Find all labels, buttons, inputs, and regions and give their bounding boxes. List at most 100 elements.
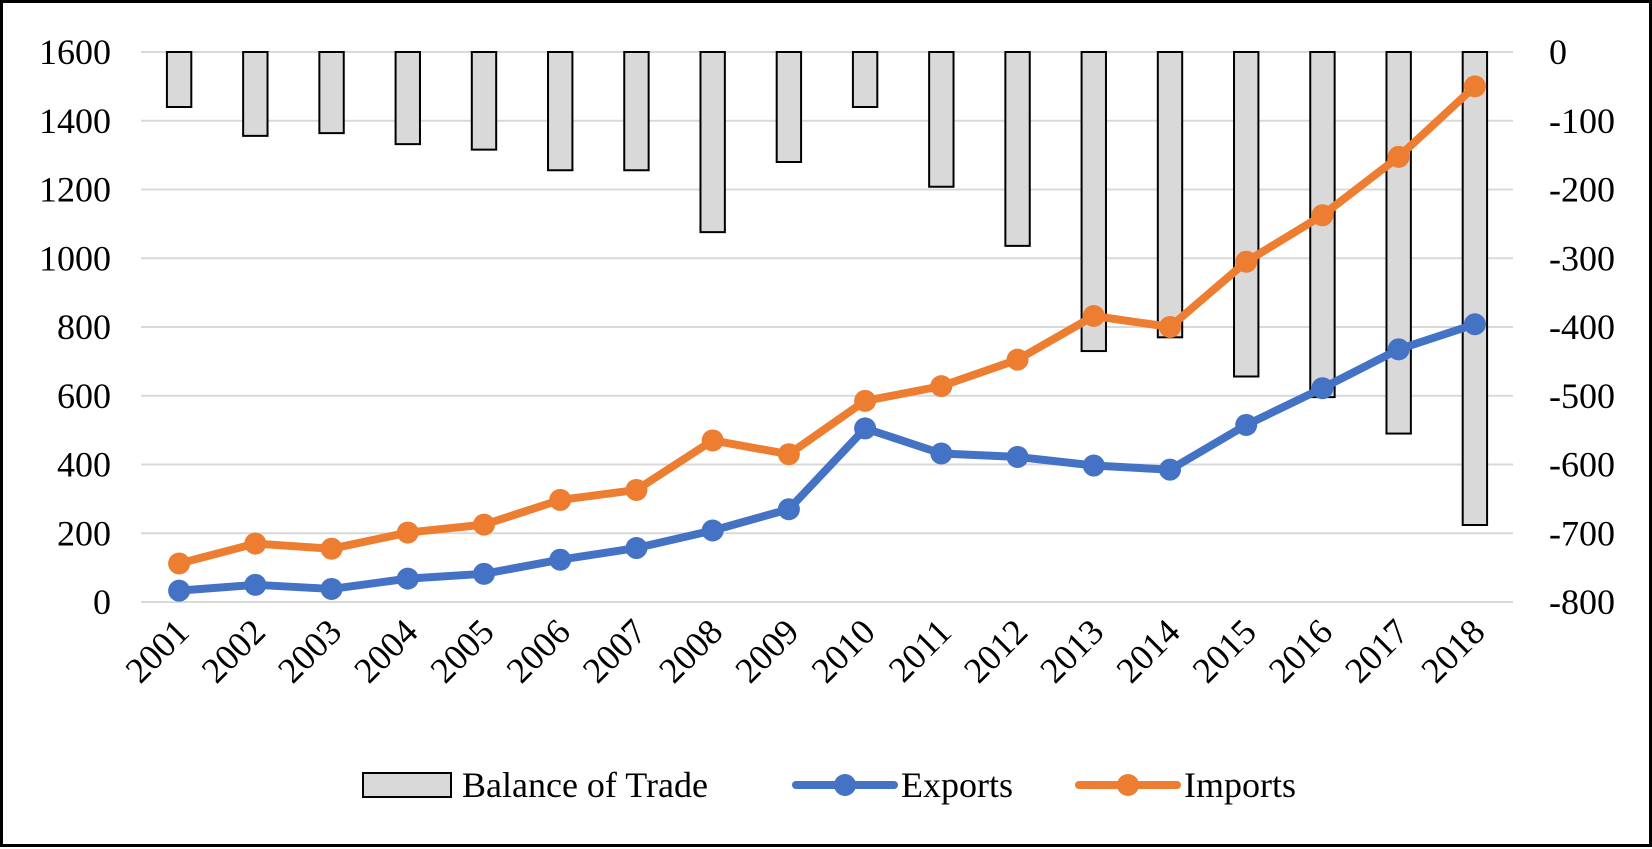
exports-point — [320, 577, 343, 600]
exports-point — [1463, 313, 1486, 336]
y2-tick-label: -100 — [1549, 101, 1615, 141]
line-series — [168, 75, 1486, 602]
imports-point — [244, 532, 267, 555]
y-tick-label: 1400 — [39, 101, 111, 141]
exports-point — [930, 442, 953, 465]
legend-label: Balance of Trade — [462, 765, 708, 805]
x-tick-label: 2004 — [346, 611, 425, 690]
legend-label: Exports — [901, 765, 1013, 805]
balance-bar — [1156, 51, 1184, 339]
exports-point — [1082, 454, 1105, 477]
exports-point — [1387, 338, 1410, 361]
imports-point — [625, 478, 648, 501]
y-tick-label: 1200 — [39, 170, 111, 210]
balance-bar — [1004, 51, 1031, 247]
legend-swatch-marker — [1117, 774, 1139, 796]
exports-point — [1311, 377, 1334, 400]
imports-point — [1159, 316, 1181, 338]
balance-bar — [928, 51, 955, 188]
y2-tick-label: -200 — [1549, 170, 1615, 210]
x-tick-label: 2007 — [575, 611, 654, 690]
y-tick-label: 400 — [57, 445, 111, 485]
x-tick-label: 2001 — [118, 611, 197, 690]
y-tick-label: 600 — [57, 376, 111, 416]
x-tick-label: 2018 — [1413, 611, 1492, 690]
imports-point — [320, 537, 343, 560]
exports-point — [244, 573, 267, 596]
balance-bar — [1385, 51, 1412, 435]
legend-swatch-marker — [834, 774, 856, 796]
y-tick-label: 0 — [93, 582, 111, 622]
x-tick-label: 2008 — [651, 611, 730, 690]
balance-bars — [165, 51, 1489, 526]
imports-point — [396, 521, 419, 544]
exports-point — [168, 579, 191, 602]
exports-point — [854, 417, 877, 440]
y2-tick-label: 0 — [1549, 32, 1567, 72]
exports-point — [625, 537, 648, 560]
imports-point — [1311, 204, 1334, 227]
x-tick-label: 2009 — [727, 611, 806, 690]
x-tick-label: 2014 — [1108, 611, 1187, 690]
balance-bar — [1080, 51, 1107, 353]
x-tick-label: 2013 — [1032, 611, 1111, 690]
exports-point — [777, 498, 800, 521]
exports-point — [473, 562, 495, 585]
exports-point — [701, 519, 724, 542]
y-tick-label: 800 — [57, 307, 111, 347]
x-tick-label: 2017 — [1337, 611, 1416, 690]
exports-point — [549, 548, 572, 571]
balance-bar — [1461, 51, 1489, 526]
balance-bar — [547, 51, 574, 172]
exports-point — [1159, 458, 1181, 481]
legend-label: Imports — [1184, 765, 1296, 805]
imports-point — [777, 443, 800, 466]
balance-bar — [851, 51, 879, 108]
balance-bar — [1233, 51, 1260, 378]
x-tick-label: 2005 — [422, 611, 501, 690]
legend: Balance of Trade Exports Imports — [362, 765, 1296, 805]
y2-tick-label: -400 — [1549, 307, 1615, 347]
y2-tick-label: -500 — [1549, 376, 1615, 416]
imports-point — [701, 429, 724, 452]
x-tick-label: 2002 — [194, 611, 273, 690]
exports-point — [1235, 413, 1258, 436]
x-tick-label: 2011 — [881, 611, 959, 689]
x-tick-label: 2010 — [804, 611, 883, 690]
imports-point — [168, 552, 191, 575]
exports-point — [396, 567, 419, 590]
exports-line — [175, 320, 1479, 595]
imports-point — [549, 488, 572, 511]
imports-point — [1463, 75, 1486, 98]
balance-bar — [242, 51, 269, 137]
y-tick-label: 1000 — [39, 238, 111, 278]
imports-point — [1235, 250, 1258, 273]
x-tick-label: 2006 — [499, 611, 578, 690]
legend-swatch-bar — [362, 772, 452, 798]
imports-point — [854, 389, 877, 412]
imports-point — [1006, 348, 1029, 371]
exports-point — [1006, 445, 1029, 468]
balance-bar — [394, 51, 421, 146]
x-tick-label: 2012 — [956, 611, 1035, 690]
imports-point — [1387, 145, 1410, 168]
y2-tick-label: -800 — [1549, 582, 1615, 622]
x-tick-label: 2003 — [270, 611, 349, 690]
x-tick-label: 2016 — [1261, 611, 1340, 690]
balance-bar — [699, 51, 726, 234]
y2-tick-label: -600 — [1549, 445, 1615, 485]
balance-bar — [318, 51, 345, 135]
imports-point — [473, 513, 495, 536]
imports-line — [175, 82, 1479, 568]
combo-chart: 0 200 400 600 800 1000 1200 1400 1600 -800 -700 -60… — [39, 32, 1615, 805]
balance-bar — [165, 51, 193, 108]
x-tick-label: 2015 — [1185, 611, 1264, 690]
imports-point — [930, 375, 953, 398]
y2-tick-label: -700 — [1549, 513, 1615, 553]
balance-bar — [775, 51, 803, 163]
balance-bar — [623, 51, 650, 172]
gridlines — [141, 51, 1513, 603]
y2-tick-label: -300 — [1549, 238, 1615, 278]
balance-bar — [470, 51, 498, 151]
y-tick-label: 1600 — [39, 32, 111, 72]
